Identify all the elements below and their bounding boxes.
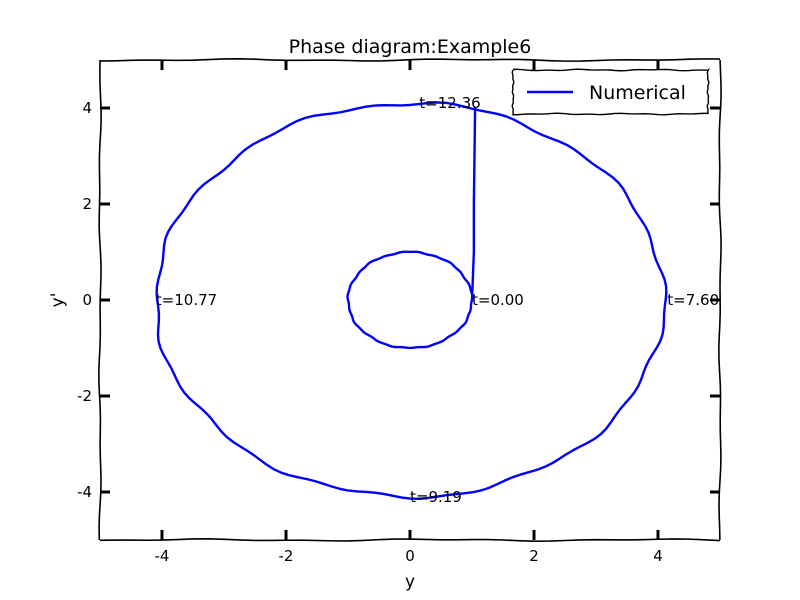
time-annotation: t=10.77 xyxy=(156,291,217,309)
x-tick-label: 2 xyxy=(529,547,539,565)
legend: Numerical xyxy=(511,67,711,116)
plot-frame-right xyxy=(718,59,722,541)
time-annotation: t=7.60 xyxy=(667,291,719,309)
series-line-segment xyxy=(470,107,477,301)
y-tick-label: -2 xyxy=(77,387,92,405)
y-axis-label: y' xyxy=(48,293,68,308)
axis-ticks: -4 -2 0 2 4 -4 -2 0 2 4 xyxy=(77,60,720,565)
y-tick-label: 4 xyxy=(82,99,92,117)
time-annotation: t=9.19 xyxy=(410,488,462,506)
legend-label: Numerical xyxy=(589,82,686,104)
annotations: t=12.36 t=0.00 t=7.60 t=10.77 t=9.19 xyxy=(156,94,719,506)
series-line-segment xyxy=(346,250,474,350)
x-axis-label: y xyxy=(405,572,415,592)
x-tick-label: -4 xyxy=(155,547,170,565)
chart-title: Phase diagram:Example6 xyxy=(289,36,532,58)
y-tick-label: 0 xyxy=(82,291,92,309)
series-layer xyxy=(155,101,668,500)
x-tick-label: -2 xyxy=(279,547,294,565)
time-annotation: t=12.36 xyxy=(419,94,480,112)
series-line-segment xyxy=(155,101,668,500)
plot-frame-top xyxy=(99,58,721,62)
time-annotation: t=0.00 xyxy=(472,291,524,309)
y-tick-label: 2 xyxy=(82,195,92,213)
y-tick-label: -4 xyxy=(77,483,92,501)
x-tick-label: 0 xyxy=(405,547,415,565)
legend-box xyxy=(511,67,711,116)
x-tick-label: 4 xyxy=(653,547,663,565)
